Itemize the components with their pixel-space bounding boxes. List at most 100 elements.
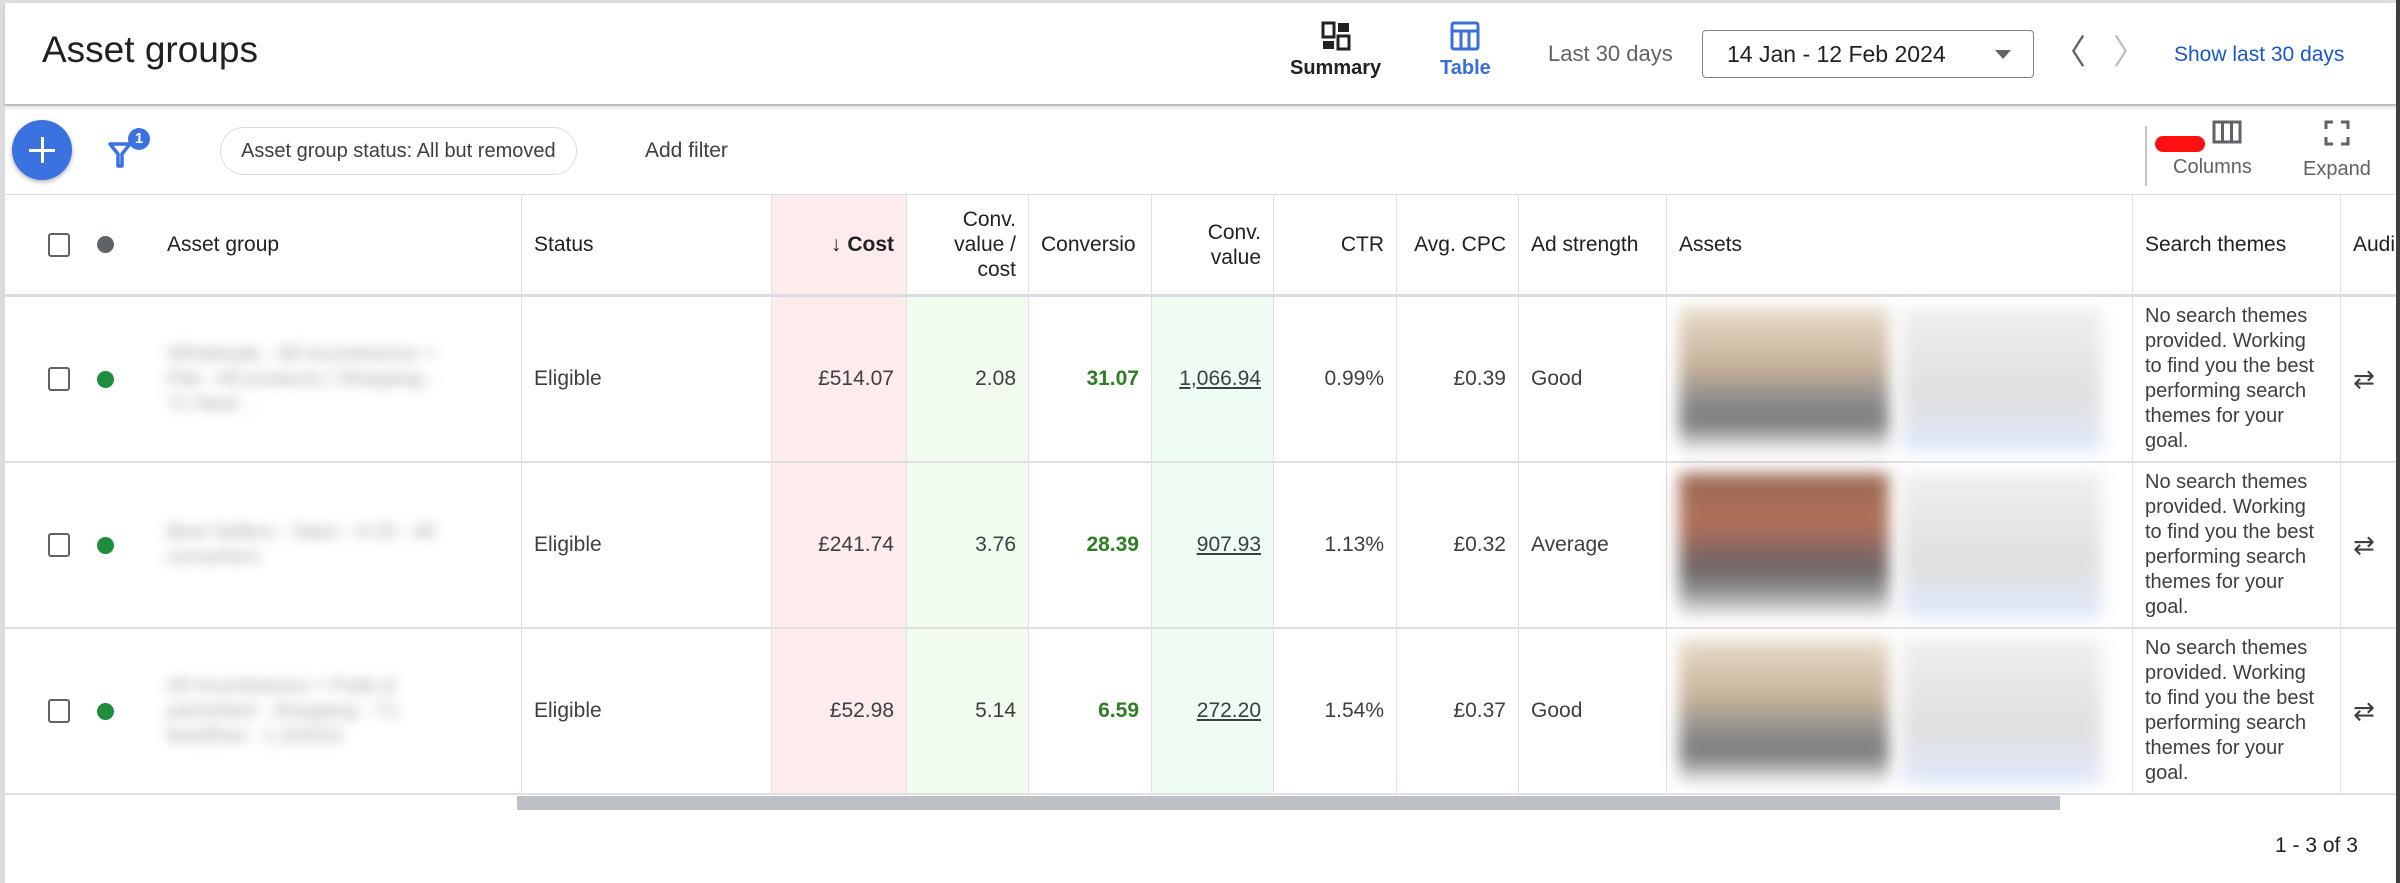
date-range-select[interactable]: 14 Jan - 12 Feb 2024	[1702, 30, 2034, 78]
column-header-conv-value[interactable]: Conv. value	[1152, 195, 1274, 294]
conv-value-cost-header-label: Conv. value / cost	[954, 208, 1016, 281]
conv-value-cost-cell: 2.08	[907, 297, 1029, 461]
row-checkbox[interactable]	[48, 367, 70, 391]
conv-value-header-label: Conv. value	[1207, 220, 1261, 269]
select-all-checkbox[interactable]	[48, 232, 70, 257]
status-cell: Eligible	[522, 463, 772, 627]
conv-value-cost-cell: 5.14	[907, 629, 1029, 793]
horizontal-scrollbar[interactable]	[517, 796, 2060, 810]
column-header-conv-value-cost[interactable]: Conv. value / cost	[907, 195, 1029, 294]
filter-count-badge: 1	[128, 128, 150, 150]
show-last-30-days-link[interactable]: Show last 30 days	[2174, 43, 2345, 66]
asset-image-thumbnail	[1902, 307, 2102, 452]
table-icon	[1450, 21, 1480, 51]
status-dot-icon	[96, 236, 114, 253]
status-cell: Eligible	[522, 629, 772, 793]
ctr-cell: 0.99%	[1274, 297, 1397, 461]
pagination-text: 1 - 3 of 3	[2275, 834, 2358, 857]
asset-image-thumbnail	[1902, 473, 2102, 618]
table-row: Wholesale - All Incontinence + Flat - Al…	[5, 297, 2396, 463]
swap-icon[interactable]: ⇄	[2353, 695, 2375, 726]
expand-button[interactable]: Expand	[2303, 120, 2371, 181]
dashboard-icon	[1321, 21, 1351, 51]
swap-icon[interactable]: ⇄	[2353, 363, 2375, 394]
cost-header-label: Cost	[847, 232, 894, 256]
filter-button[interactable]: 1	[108, 128, 152, 176]
add-asset-group-button[interactable]	[12, 120, 72, 180]
summary-view-button[interactable]: Summary	[1290, 21, 1381, 80]
column-header-cost[interactable]: ↓ Cost	[772, 195, 907, 294]
row-checkbox[interactable]	[48, 533, 70, 557]
avg-cpc-cell: £0.39	[1397, 297, 1519, 461]
previous-period-button[interactable]: 〈	[2052, 35, 2086, 71]
toolbar-divider	[2145, 126, 2147, 186]
conversions-cell: 31.07	[1086, 367, 1139, 390]
date-range-label: Last 30 days	[1548, 41, 1673, 66]
chevron-right-icon: 〉	[2113, 34, 2147, 72]
date-range-value: 14 Jan - 12 Feb 2024	[1727, 40, 1946, 67]
status-dot-icon	[96, 370, 114, 388]
page-title: Asset groups	[42, 29, 258, 70]
plus-icon-stroke	[40, 137, 44, 163]
assets-cell[interactable]	[1667, 629, 2133, 793]
conv-value-cost-cell: 3.76	[907, 463, 1029, 627]
summary-view-label: Summary	[1290, 57, 1382, 79]
conversions-cell: 28.39	[1086, 533, 1139, 556]
columns-icon	[2212, 120, 2242, 144]
asset-image-thumbnail	[1679, 639, 1889, 784]
column-header-audience[interactable]: Audi	[2353, 232, 2396, 256]
columns-label: Columns	[2173, 156, 2252, 178]
columns-button[interactable]: Columns	[2173, 120, 2252, 179]
status-cell: Eligible	[522, 297, 772, 461]
next-period-button[interactable]: 〉	[2113, 35, 2147, 71]
row-checkbox[interactable]	[48, 699, 70, 723]
search-themes-cell: No search themes provided. Working to fi…	[2133, 297, 2341, 461]
asset-group-name-link[interactable]: Wholesale - All Incontinence + Flat - Al…	[167, 342, 436, 415]
page-header: Asset groups Summary Table Last 30 days …	[5, 3, 2396, 106]
conv-value-link[interactable]: 907.93	[1196, 533, 1261, 556]
status-dot-header	[85, 195, 125, 294]
ctr-cell: 1.13%	[1274, 463, 1397, 627]
chevron-left-icon: 〈	[2052, 34, 2086, 72]
conv-value-link[interactable]: 1,066.94	[1179, 367, 1261, 390]
asset-group-name-link[interactable]: Best Sellers - Stars - 0-20 - All conver…	[167, 521, 435, 568]
column-header-assets[interactable]: Assets	[1667, 195, 2133, 294]
swap-icon[interactable]: ⇄	[2353, 529, 2375, 560]
table-view-button[interactable]: Table	[1440, 21, 1491, 80]
cost-cell: £52.98	[772, 629, 907, 793]
conv-value-link[interactable]: 272.20	[1196, 699, 1261, 722]
avg-cpc-cell: £0.37	[1397, 629, 1519, 793]
column-header-avg-cpc[interactable]: Avg. CPC	[1397, 195, 1519, 294]
table-row: All Incontinence + Pads & pants/bed - Sh…	[5, 629, 2396, 795]
add-filter-button[interactable]: Add filter	[645, 139, 728, 162]
cost-cell: £514.07	[772, 297, 907, 461]
table-toolbar: 1 Asset group status: All but removed Ad…	[5, 106, 2396, 194]
column-header-ctr[interactable]: CTR	[1274, 195, 1397, 294]
column-header-ad-strength[interactable]: Ad strength	[1519, 195, 1667, 294]
expand-label: Expand	[2303, 158, 2371, 180]
dropdown-caret-icon	[1995, 50, 2011, 59]
status-filter-chip[interactable]: Asset group status: All but removed	[220, 127, 577, 175]
window-edge	[2396, 0, 2400, 883]
assets-cell[interactable]	[1667, 297, 2133, 461]
asset-group-name-link[interactable]: All Incontinence + Pads & pants/bed - Sh…	[167, 674, 400, 747]
assets-cell[interactable]	[1667, 463, 2133, 627]
status-dot-icon	[96, 536, 114, 554]
arrow-down-icon: ↓	[830, 232, 842, 256]
ad-strength-cell: Good	[1519, 297, 1667, 461]
conversions-cell: 6.59	[1098, 699, 1139, 722]
column-header-search-themes[interactable]: Search themes	[2133, 195, 2341, 294]
column-header-status[interactable]: Status	[522, 195, 772, 294]
avg-cpc-cell: £0.32	[1397, 463, 1519, 627]
ad-strength-cell: Good	[1519, 629, 1667, 793]
ctr-cell: 1.54%	[1274, 629, 1397, 793]
column-header-asset-group[interactable]: Asset group	[155, 195, 522, 294]
table-header-row: Asset group Status ↓ Cost Conv. value / …	[5, 194, 2396, 297]
column-header-conversions[interactable]: Conversio	[1029, 195, 1152, 294]
search-themes-cell: No search themes provided. Working to fi…	[2133, 629, 2341, 793]
redaction-mark	[2155, 136, 2205, 152]
select-all-cell	[5, 195, 85, 294]
fullscreen-icon	[2324, 120, 2350, 146]
asset-image-thumbnail	[1902, 639, 2102, 784]
